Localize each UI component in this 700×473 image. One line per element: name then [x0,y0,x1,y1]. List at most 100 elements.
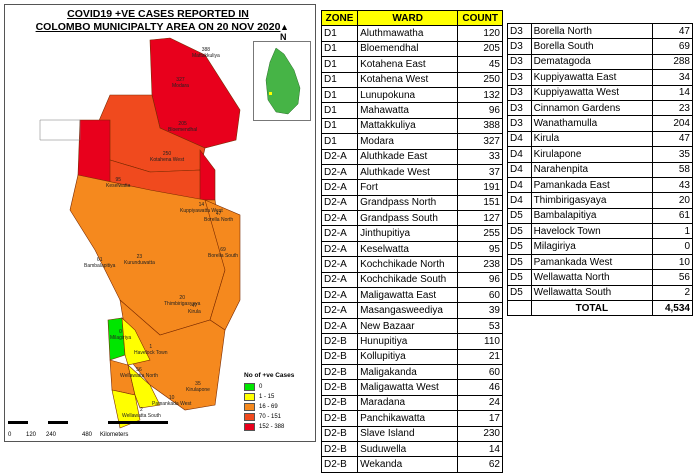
count-cell: 69 [652,38,693,55]
table-row: D3 Wanathamulla 204 [507,115,693,132]
ward-cell: Maligawatta East [357,287,459,304]
zone-cell: D2-B [320,440,359,458]
sri-lanka-inset-shape [265,47,301,115]
zone-cell: D1 [320,86,359,104]
zone-cell: D2-B [320,425,359,442]
ward-label: 250 Kotahena West [150,151,185,163]
table-row: D2-A Masangasweediya 39 [320,302,503,319]
ward-cell: Aluthkade East [357,148,459,165]
count-cell: 60 [457,287,503,304]
count-cell: 96 [457,102,503,119]
ward-label-value: 69 [220,247,226,253]
count-cell: 132 [457,86,503,104]
zone-cell: D5 [507,253,532,271]
ward-cell: New Bazaar [357,317,459,335]
ward-cell: Kochchikade North [357,256,459,273]
zone-cell: D1 [320,117,359,135]
ward-cell: Wanathamulla [530,115,654,132]
zone-cell: D2-A [320,287,359,304]
zone-cell: D2-B [320,379,359,396]
count-cell: 120 [457,25,503,42]
scale-label-120: 120 [26,432,37,438]
north-arrow-icon: ▲ [280,22,289,32]
ward-cell: Wellawatta South [530,284,654,302]
total-row: TOTAL 4,534 [507,300,693,317]
table-row: D2-B Panchikawatta 17 [320,410,503,427]
ward-cell: Grandpass North [357,194,459,212]
table-row: D1 Modara 327 [320,133,503,150]
table-row: D1 Aluthmawatha 120 [320,25,503,42]
ward-label: 47 Kirula [188,303,201,315]
ward-cell: Kotahena East [357,56,459,73]
legend-item: 70 - 151 [244,412,308,422]
count-cell: 255 [457,225,503,242]
legend-label: 1 - 15 [259,394,275,400]
zone-cell: D2-B [320,456,359,473]
ward-label-name: Kurunduwatta [124,259,155,266]
count-cell: 191 [457,179,503,196]
ward-label: 205 Bloemendhal [168,121,197,133]
ward-label: 20 Thimbirigasyaya [164,295,200,307]
table-row: D2-A Fort 191 [320,179,503,196]
count-cell: 10 [652,253,693,271]
ward-label: 2 Wellawatta South [122,407,161,419]
ward-label-value: 0 [119,329,122,335]
ward-label-value: 327 [176,77,185,83]
ward-cell: Wellawatta North [530,269,654,286]
ward-cell: Kuppiyawatta East [530,69,654,86]
ward-label-value: 388 [201,47,211,53]
ward-cell: Thimbirigasyaya [530,192,654,209]
ward-label: 23 Kurunduwatta [124,254,155,266]
ward-label-value: 95 [115,177,122,183]
zone-cell: D4 [507,192,532,209]
ward-label-name: Kotahena West [150,156,185,163]
ward-label-value: 47 [191,303,198,309]
zone-cell: D5 [507,284,532,302]
ward-cell: Jinthupitiya [357,225,459,242]
ward-cell: Slave Island [357,425,459,442]
zone-cell: D3 [507,38,532,55]
ward-cell: Panchikawatta [357,410,459,427]
zone-cell: D2-B [320,333,359,350]
table-row: D5 Milagiriya 0 [507,238,693,255]
sri-lanka-inset [253,41,311,121]
zone-cell: D5 [507,269,532,286]
ward-cell: Cinnamon Gardens [530,99,654,117]
ward-cell: Grandpass South [357,210,459,227]
zone-cell: D2-A [320,163,359,181]
table-row: D3 Cinnamon Gardens 23 [507,99,693,117]
north-arrow: ▲ N [280,22,289,42]
north-label: N [280,32,287,42]
count-cell: 14 [652,84,693,101]
table-row: D5 Bambalapitiya 61 [507,207,693,225]
ward-label-value: 2 [140,407,143,413]
table-row: D1 Mattakkuliya 388 [320,117,503,135]
ward-label-name: Modara [172,82,189,89]
ward-cell: Maradana [357,394,459,412]
ward-label: 61 Bambalapitiya [84,257,115,269]
zone-cell: D4 [507,146,532,163]
ward-cell: Pamankada East [530,176,654,194]
count-cell: 17 [457,410,503,427]
table-row: D4 Kirula 47 [507,130,693,148]
map-title: COVID19 +VE CASES REPORTED IN COLOMBO MU… [8,8,308,34]
ward-south-orange [119,299,226,411]
table-row: D3 Kuppiyawatta West 14 [507,84,693,101]
zone-cell: D2-A [320,271,359,289]
zone-cell: D2-A [320,148,359,165]
table-row: D2-B Maradana 24 [320,394,503,412]
table-row: D1 Lunupokuna 132 [320,86,503,104]
legend-label: 70 - 151 [259,414,282,420]
ward-cell: Narahenpita [530,161,654,178]
zone-cell: D2-A [320,179,359,196]
count-cell: 47 [652,22,693,40]
count-cell: 288 [652,53,693,71]
count-cell: 1 [652,223,693,240]
table-row: D2-B Suduwella 14 [320,440,503,458]
ward-label-value: 20 [179,295,185,301]
ward-label-value: 23 [136,254,143,260]
ward-cell: Borella South [530,38,654,55]
zone-cell: D2-A [320,302,359,319]
ward-cell: Wekanda [357,456,459,473]
count-cell: 151 [457,194,503,212]
